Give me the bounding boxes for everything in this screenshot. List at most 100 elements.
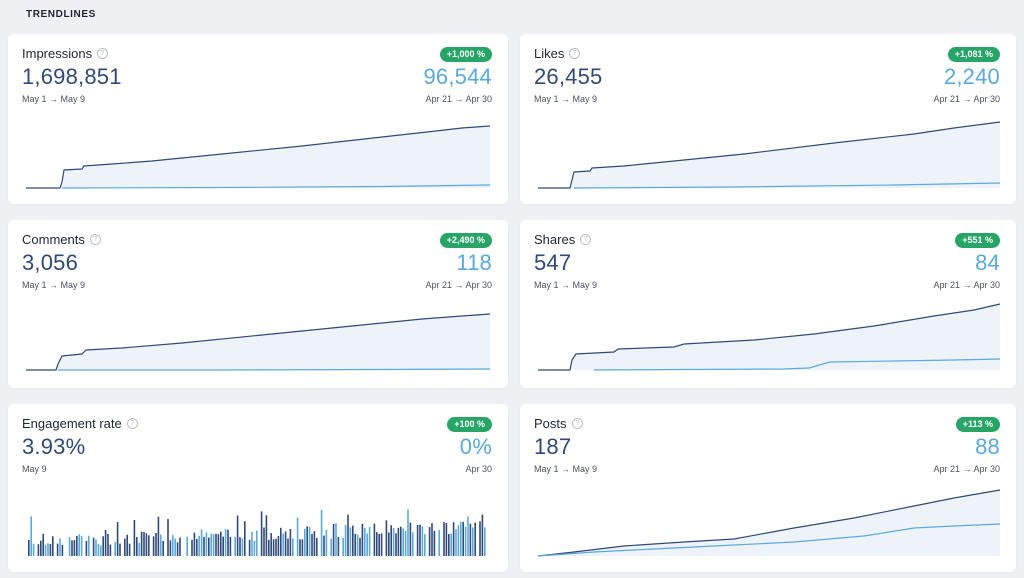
engagement-bar [47,543,49,556]
current-range: May 1 → May 9 [22,280,86,290]
engagement-bar [368,527,371,556]
engagement-bar [212,534,215,556]
engagement-bar [128,543,131,556]
engagement-bar [380,533,383,556]
engagement-bar [193,532,196,556]
engagement-bar [443,522,445,556]
previous-value: 118 [456,250,492,275]
previous-value: 96,544 [423,64,492,89]
engagement-bar [299,539,301,556]
engagement-bar [78,534,80,556]
engagement-bar [306,526,308,556]
engagement-bar [179,537,181,556]
engagement-bar [335,523,337,556]
engagement-bar [239,537,241,556]
change-badge: +2,490 % [439,233,492,248]
engagement-bar [95,539,97,556]
current-area [26,314,490,370]
engagement-bar [85,541,88,556]
current-value: 3.93% [22,434,86,459]
engagement-bar [241,538,244,556]
engagement-bar [462,521,464,556]
engagement-bar [260,511,263,556]
posts-trend-chart [537,489,1001,557]
current-area [26,126,490,188]
engagement-bar [124,538,126,556]
engagement-bar [217,534,220,556]
help-icon[interactable]: ? [89,234,101,245]
engagement-bar [251,531,253,556]
current-area [538,490,1000,556]
engagement-bar [481,514,484,556]
engagement-bar [349,527,352,556]
engagement-bar [313,531,316,556]
engagement-bar [320,510,323,556]
shares-trend-chart [538,303,1001,371]
card-likes[interactable]: Likes? +1,081 % 26,455 2,240 May 1 → May… [520,34,1016,204]
card-impressions[interactable]: Impressions? +1,000 % 1,698,851 96,544 M… [8,34,508,204]
help-icon[interactable]: ? [580,234,592,245]
engagement-bar [484,527,486,556]
engagement-bar [337,536,340,556]
engagement-bar [296,517,299,556]
engagement-bar [205,532,208,556]
help-icon[interactable]: ? [97,48,109,59]
engagement-bar [376,532,378,556]
current-range: May 1 → May 9 [534,94,598,104]
engagement-bar [282,533,284,556]
card-title: Impressions [22,46,93,61]
previous-value: 0% [459,434,492,459]
help-icon[interactable]: ? [569,48,581,59]
card-posts[interactable]: Posts? +113 % 187 88 May 1 → May 9 Apr 2… [520,404,1016,572]
engagement-bar [292,538,294,556]
help-icon[interactable]: ? [571,418,583,429]
help-icon[interactable]: ? [126,418,138,429]
current-value: 26,455 [534,64,603,89]
engagement-bar [200,529,203,556]
engagement-bar [330,538,332,556]
engagement-bar [400,526,402,556]
engagement-bar [366,533,368,556]
card-title: Shares [534,232,576,247]
engagement-bar [364,527,366,556]
impressions-trend-chart [26,125,491,189]
engagement-bar [215,533,217,556]
engagement-bar [354,533,356,556]
engagement-bar [332,524,335,556]
engagement-bar [311,533,313,556]
engagement-bar [222,536,224,556]
previous-range: Apr 21 → Apr 30 [425,280,492,290]
engagement-bar [191,539,193,556]
engagement-bar [253,541,256,556]
card-comments[interactable]: Comments? +2,490 % 3,056 118 May 1 → May… [8,220,508,388]
engagement-bar [402,528,404,556]
card-shares[interactable]: Shares? +551 % 547 84 May 1 → May 9 Apr … [520,220,1016,388]
engagement-bar [431,523,433,556]
engagement-bar [378,533,380,556]
engagement-bar [248,539,251,556]
change-badge: +1,081 % [947,47,1000,62]
previous-value: 2,240 [943,64,1000,89]
engagement-bar [287,538,289,556]
engagement-bar [407,509,409,556]
engagement-bar [452,522,455,556]
engagement-bar [126,534,128,556]
engagement-bar [390,525,392,556]
engagement-bar [280,527,282,556]
engagement-bar [342,538,344,556]
engagement-bar [397,527,400,556]
engagement-bar [136,537,138,556]
engagement-bar [424,534,426,556]
engagement-bar [76,536,78,556]
current-series-line [538,303,1001,371]
engagement-bar [467,516,469,556]
engagement-bar [196,538,198,556]
card-engagement-rate[interactable]: Engagement rate? +100 % 3.93% 0% May 9 A… [8,404,508,572]
engagement-bar [88,535,90,556]
engagement-bar [92,537,95,556]
engagement-bar [469,523,472,556]
engagement-bar [208,537,210,556]
engagement-bar [174,538,176,556]
engagement-bar [116,522,119,556]
engagement-bar [234,536,236,556]
